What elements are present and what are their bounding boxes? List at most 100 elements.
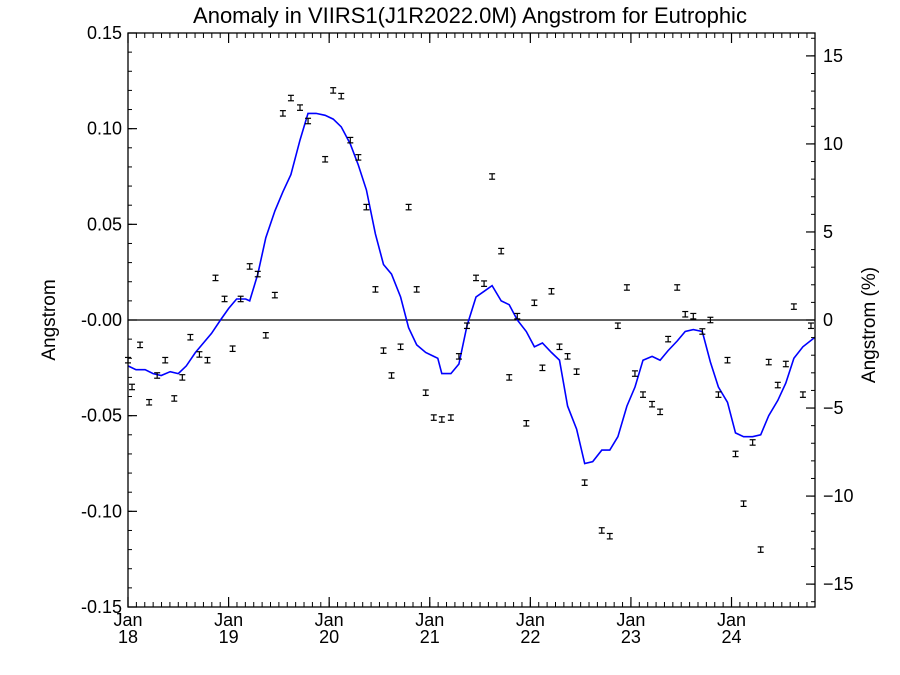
data-point xyxy=(279,110,286,117)
data-point xyxy=(405,203,412,211)
data-point xyxy=(380,347,387,354)
x-tick-label-month: Jan xyxy=(113,610,142,630)
data-point xyxy=(757,546,764,553)
data-point xyxy=(639,391,646,398)
data-point xyxy=(674,284,681,291)
y-tick-label: 0.15 xyxy=(87,23,122,43)
chart-title: Anomaly in VIIRS1(J1R2022.0M) Angstrom f… xyxy=(193,3,747,28)
running-mean-line xyxy=(127,112,816,465)
data-point xyxy=(657,408,664,416)
data-point xyxy=(297,104,304,111)
x-tick-label-year: 19 xyxy=(219,627,239,647)
x-tick-label-year: 23 xyxy=(621,627,641,647)
data-point xyxy=(246,263,253,270)
y-right-tick-label: 10 xyxy=(823,134,843,154)
x-tick-label-month: Jan xyxy=(214,610,243,630)
data-point xyxy=(790,303,797,310)
x-tick-label-year: 22 xyxy=(520,627,540,647)
data-point xyxy=(171,395,178,402)
data-point xyxy=(631,370,638,377)
x-tick-label-year: 21 xyxy=(420,627,440,647)
data-point xyxy=(749,439,756,446)
data-point xyxy=(305,117,312,125)
data-point xyxy=(204,356,211,364)
data-point xyxy=(774,381,781,389)
data-point xyxy=(489,173,496,180)
data-point xyxy=(347,136,354,144)
x-tick-label-year: 24 xyxy=(721,627,741,647)
y-right-tick-label: −10 xyxy=(823,486,854,506)
data-point xyxy=(548,287,555,295)
data-point xyxy=(372,286,379,293)
y-axis-left-label: Angstrom xyxy=(39,279,60,360)
data-point xyxy=(262,331,269,339)
data-point xyxy=(514,312,521,320)
x-tick-label-year: 18 xyxy=(118,627,138,647)
data-point xyxy=(498,247,505,255)
data-point xyxy=(229,345,236,353)
data-point xyxy=(724,356,731,364)
data-point xyxy=(179,374,186,381)
data-point xyxy=(287,94,294,102)
y-axis-right-label: Angstrom (%) xyxy=(859,267,880,383)
data-point xyxy=(154,372,161,379)
data-point xyxy=(196,351,203,358)
y-tick-label: -0.00 xyxy=(81,310,122,330)
x-tick-label-month: Jan xyxy=(616,610,645,630)
data-point xyxy=(707,316,714,324)
data-point xyxy=(473,274,480,282)
data-point xyxy=(573,368,580,375)
data-point xyxy=(338,92,345,100)
data-point xyxy=(162,356,169,364)
y-tick-label: -0.15 xyxy=(81,597,122,617)
y-right-tick-label: 15 xyxy=(823,46,843,66)
data-point xyxy=(422,389,429,397)
y-right-tick-label: 0 xyxy=(823,310,833,330)
y-right-tick-label: −15 xyxy=(823,574,854,594)
data-point xyxy=(807,322,814,330)
data-point xyxy=(523,419,530,427)
data-point xyxy=(665,335,672,343)
data-point xyxy=(271,291,278,299)
y-right-tick-label: 5 xyxy=(823,222,833,242)
data-point xyxy=(413,286,420,293)
x-tick-label-month: Jan xyxy=(717,610,746,630)
data-point xyxy=(765,358,772,366)
data-point xyxy=(556,343,563,351)
data-point xyxy=(481,280,488,287)
data-point xyxy=(699,328,706,335)
data-point xyxy=(254,270,261,278)
data-point xyxy=(129,383,136,391)
data-point xyxy=(732,450,739,458)
data-point xyxy=(330,87,337,94)
data-point xyxy=(799,391,806,398)
x-tick-label-month: Jan xyxy=(516,610,545,630)
data-point xyxy=(715,391,722,398)
data-point xyxy=(187,333,194,341)
data-point xyxy=(397,343,404,351)
data-point xyxy=(146,398,153,406)
data-point xyxy=(614,322,621,330)
axes: 0.15 0.10 0.05 -0.00 -0.05 -0.10 -0.15 15 10 5 0 −5… xyxy=(81,23,854,647)
y-tick-label: -0.05 xyxy=(81,406,122,426)
data-point xyxy=(623,284,630,291)
y-right-tick-label: −5 xyxy=(823,398,844,418)
y-tick-label: 0.10 xyxy=(87,119,122,139)
plot-area xyxy=(125,87,816,553)
data-point xyxy=(690,312,697,320)
data-point xyxy=(598,527,605,534)
data-point xyxy=(539,364,546,372)
data-point xyxy=(531,299,538,307)
data-point xyxy=(682,310,689,318)
data-point xyxy=(438,416,445,423)
x-tick-label-month: Jan xyxy=(415,610,444,630)
data-point xyxy=(363,203,370,211)
data-point xyxy=(564,353,571,360)
data-point xyxy=(237,295,244,303)
x-tick-label-month: Jan xyxy=(315,610,344,630)
data-point xyxy=(463,322,470,330)
data-point xyxy=(447,414,454,421)
data-point xyxy=(740,500,747,508)
x-tick-label-year: 20 xyxy=(319,627,339,647)
